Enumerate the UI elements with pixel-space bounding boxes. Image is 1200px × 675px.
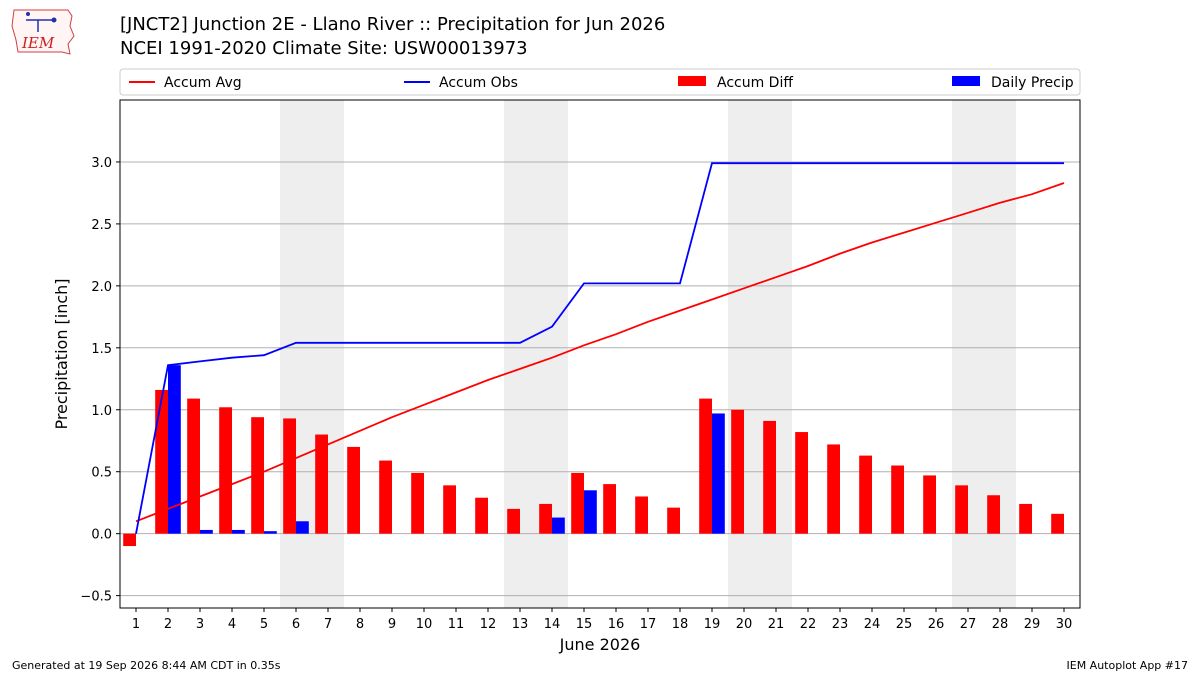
accum-diff-bar bbox=[379, 460, 392, 534]
x-tick-label: 11 bbox=[448, 617, 465, 632]
accum-diff-bar bbox=[475, 497, 488, 534]
accum-diff-bar bbox=[603, 484, 616, 534]
x-tick-label: 12 bbox=[480, 617, 497, 632]
legend-label: Daily Precip bbox=[991, 75, 1074, 91]
x-tick-label: 26 bbox=[928, 617, 945, 632]
y-tick-label: 1.0 bbox=[91, 404, 112, 419]
y-tick-label: 1.5 bbox=[91, 342, 112, 357]
accum-diff-bar bbox=[507, 508, 520, 534]
daily-precip-bar bbox=[552, 517, 565, 534]
x-tick-label: 3 bbox=[196, 617, 204, 632]
accum-diff-bar bbox=[1019, 503, 1032, 534]
x-tick-label: 6 bbox=[292, 617, 300, 632]
y-tick-label: −0.5 bbox=[80, 590, 112, 605]
x-tick-label: 7 bbox=[324, 617, 332, 632]
daily-precip-bar bbox=[712, 413, 725, 534]
x-tick-label: 28 bbox=[992, 617, 1009, 632]
accum-diff-bar bbox=[699, 398, 712, 534]
footer-generated: Generated at 19 Sep 2026 8:44 AM CDT in … bbox=[12, 659, 281, 672]
accum-diff-bar bbox=[923, 475, 936, 534]
legend-label: Accum Obs bbox=[439, 75, 518, 91]
iem-logo: IEM bbox=[11, 9, 75, 55]
legend-frame bbox=[119, 68, 1081, 96]
x-tick-label: 18 bbox=[672, 617, 689, 632]
chart-subtitle: NCEI 1991-2020 Climate Site: USW00013973 bbox=[120, 38, 528, 59]
x-tick-label: 1 bbox=[132, 617, 140, 632]
accum-diff-bar bbox=[251, 417, 264, 534]
accum-diff-bar bbox=[763, 420, 776, 534]
footer-app: IEM Autoplot App #17 bbox=[1066, 659, 1189, 672]
accum-diff-bar bbox=[219, 407, 232, 534]
x-tick-label: 22 bbox=[800, 617, 817, 632]
x-tick-label: 27 bbox=[960, 617, 977, 632]
x-tick-label: 24 bbox=[864, 617, 881, 632]
daily-precip-bar bbox=[232, 529, 245, 534]
x-tick-label: 10 bbox=[416, 617, 433, 632]
legend-label: Accum Avg bbox=[164, 75, 242, 91]
y-tick-label: 3.0 bbox=[91, 156, 112, 171]
chart-title: [JNCT2] Junction 2E - Llano River :: Pre… bbox=[120, 14, 666, 35]
legend-label: Accum Diff bbox=[717, 75, 793, 91]
daily-precip-bar bbox=[296, 521, 309, 534]
accum-diff-bar bbox=[1051, 513, 1064, 534]
x-tick-label: 21 bbox=[768, 617, 785, 632]
x-tick-label: 23 bbox=[832, 617, 849, 632]
accum-diff-bar bbox=[539, 503, 552, 534]
x-tick-label: 29 bbox=[1024, 617, 1041, 632]
accum-diff-bar bbox=[347, 446, 360, 534]
legend-swatch bbox=[678, 76, 706, 86]
accum-obs-line bbox=[135, 162, 1064, 534]
x-tick-label: 13 bbox=[512, 617, 529, 632]
accum-diff-bar bbox=[891, 465, 904, 534]
accum-diff-bar bbox=[955, 485, 968, 534]
accum-diff-bar bbox=[315, 434, 328, 534]
y-axis-label: Precipitation [inch] bbox=[52, 278, 71, 429]
accum-avg-line bbox=[135, 182, 1065, 523]
iem-logo-text: IEM bbox=[21, 34, 55, 52]
accum-diff-bar bbox=[667, 507, 680, 534]
legend-swatch bbox=[952, 76, 980, 86]
x-tick-label: 5 bbox=[260, 617, 268, 632]
x-tick-label: 15 bbox=[576, 617, 593, 632]
accum-diff-bar bbox=[987, 495, 1000, 534]
x-tick-label: 4 bbox=[228, 617, 236, 632]
x-tick-label: 8 bbox=[356, 617, 364, 632]
daily-precip-bar bbox=[264, 531, 277, 534]
accum-diff-bar bbox=[283, 418, 296, 534]
accum-diff-bar bbox=[795, 432, 808, 534]
accum-diff-bar bbox=[443, 485, 456, 534]
y-tick-label: 0.0 bbox=[91, 528, 112, 543]
x-tick-label: 14 bbox=[544, 617, 561, 632]
x-tick-label: 17 bbox=[640, 617, 657, 632]
legend: Accum Avg Accum Obs Accum Diff Daily Precip bbox=[119, 68, 1081, 96]
accum-diff-bar bbox=[827, 444, 840, 534]
accum-diff-bar bbox=[859, 455, 872, 534]
accum-diff-bar bbox=[155, 389, 168, 534]
accum-diff-bar bbox=[635, 496, 648, 534]
y-tick-label: 2.0 bbox=[91, 280, 112, 295]
accum-diff-bar bbox=[187, 398, 200, 534]
x-tick-label: 25 bbox=[896, 617, 913, 632]
daily-precip-bar bbox=[584, 490, 597, 534]
accum-diff-bar bbox=[571, 472, 584, 534]
x-tick-label: 9 bbox=[388, 617, 396, 632]
y-tick-label: 0.5 bbox=[91, 466, 112, 481]
y-tick-label: 2.5 bbox=[91, 218, 112, 233]
x-axis-label: June 2026 bbox=[559, 635, 641, 654]
x-tick-label: 2 bbox=[164, 617, 172, 632]
x-tick-label: 30 bbox=[1056, 617, 1073, 632]
accum-diff-bar bbox=[731, 409, 744, 534]
plot-frame bbox=[119, 99, 1081, 609]
x-tick-label: 16 bbox=[608, 617, 625, 632]
accum-diff-bar bbox=[123, 533, 136, 547]
x-tick-label: 19 bbox=[704, 617, 721, 632]
x-tick-label: 20 bbox=[736, 617, 753, 632]
daily-precip-bar bbox=[200, 529, 213, 534]
daily-precip-bar bbox=[168, 365, 181, 534]
accum-diff-bar bbox=[411, 472, 424, 534]
